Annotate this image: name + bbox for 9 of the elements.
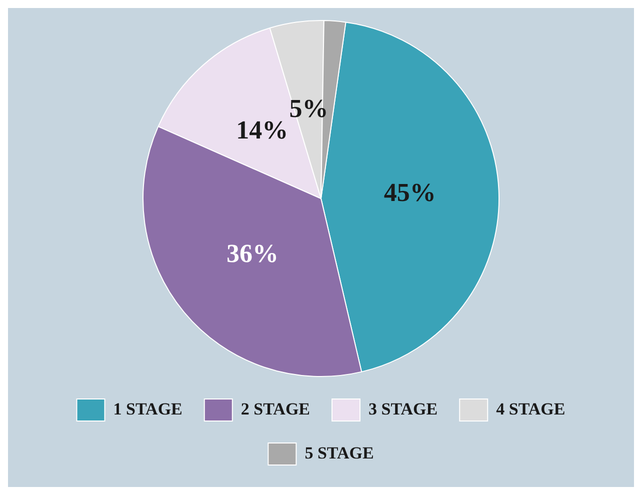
data-label: 45% [384, 178, 436, 208]
legend-label: 5 STAGE [304, 443, 374, 462]
legend-label: 1 STAGE [113, 399, 182, 418]
data-label: 5% [289, 94, 328, 124]
legend-label: 2 STAGE [240, 399, 310, 418]
data-label: 36% [226, 239, 278, 268]
legend-label: 3 STAGE [368, 399, 438, 418]
data-label: 14% [236, 115, 288, 144]
legend-label: 4 STAGE [496, 399, 566, 418]
